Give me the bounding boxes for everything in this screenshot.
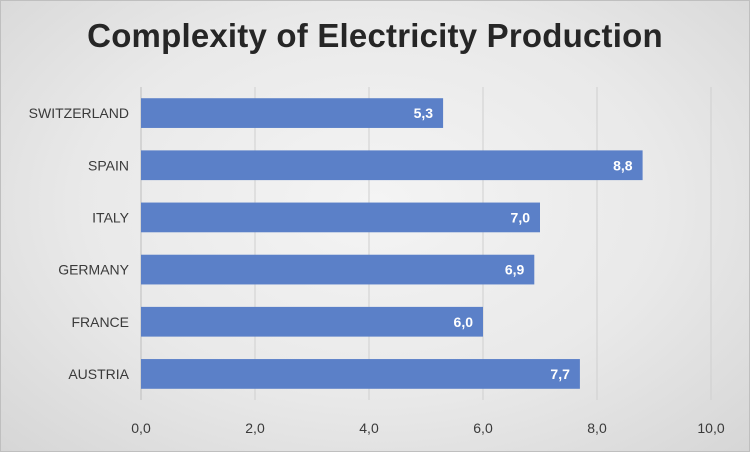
x-tick-label-2: 4,0: [359, 420, 379, 436]
category-label-1: SPAIN: [88, 157, 129, 173]
bar-3: [141, 254, 535, 285]
x-tick-label-4: 8,0: [587, 420, 607, 436]
x-tick-label-1: 2,0: [245, 420, 265, 436]
bar-4: [141, 306, 483, 337]
data-label-2: 7,0: [511, 209, 531, 225]
category-label-0: SWITZERLAND: [29, 105, 129, 121]
x-tick-label-3: 6,0: [473, 420, 493, 436]
bar-2: [141, 202, 540, 233]
bar-0: [141, 98, 444, 128]
x-tick-label-5: 10,0: [697, 420, 724, 436]
category-label-2: ITALY: [92, 209, 129, 225]
x-tick-label-0: 0,0: [131, 420, 151, 436]
data-label-1: 8,8: [613, 157, 633, 173]
category-label-3: GERMANY: [58, 262, 129, 278]
category-label-4: FRANCE: [71, 314, 129, 330]
bar-5: [141, 359, 580, 389]
category-label-5: AUSTRIA: [68, 366, 129, 382]
data-label-0: 5,3: [414, 105, 434, 121]
bar-1: [141, 150, 643, 181]
chart-title: Complexity of Electricity Production: [87, 17, 663, 54]
data-label-4: 6,0: [454, 314, 474, 330]
data-label-5: 7,7: [550, 366, 570, 382]
data-label-3: 6,9: [505, 262, 525, 278]
